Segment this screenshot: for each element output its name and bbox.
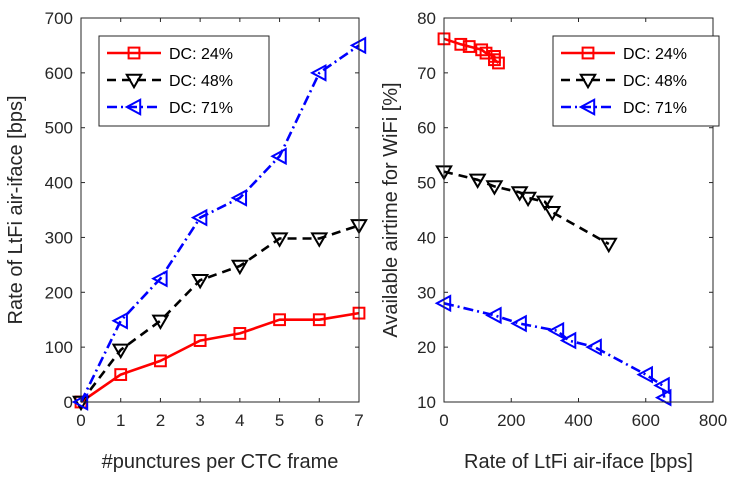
right-legend-label: DC: 48% <box>623 73 687 90</box>
left-ticks: 0 1 2 3 4 5 6 7 0 100 200 300 400 500 600 700 <box>45 9 364 430</box>
right-data-point <box>654 388 672 407</box>
left-data-point <box>190 208 208 227</box>
right-data-point <box>492 56 505 70</box>
right-y-axis-label: Available airtime for WiFi [%] <box>380 82 402 337</box>
right-x-tick-label: 0 <box>439 411 448 430</box>
left-legend: DC: 24% DC: 48% DC: 71% <box>98 35 270 127</box>
left-data-point <box>309 63 327 82</box>
right-legend: DC: 24% DC: 48% DC: 71% <box>552 35 720 127</box>
left-chart: 0 1 2 3 4 5 6 7 0 100 200 300 400 500 600 700 #puncture… <box>5 9 368 473</box>
left-data-point <box>193 334 207 347</box>
right-y-tick-label: 40 <box>417 228 436 247</box>
right-data-point <box>485 306 502 325</box>
left-series-layer <box>71 36 368 412</box>
right-legend-label: DC: 24% <box>623 46 687 63</box>
right-legend-marker <box>579 73 597 90</box>
left-data-point <box>310 232 329 248</box>
left-data-point <box>191 274 210 290</box>
right-data-point <box>636 365 653 384</box>
right-data-point <box>547 321 565 340</box>
right-data-point <box>468 173 487 190</box>
right-legend-label: DC: 71% <box>623 100 687 117</box>
left-legend-marker <box>125 73 143 90</box>
left-y-tick-label: 200 <box>45 283 73 302</box>
right-data-point <box>475 43 489 57</box>
left-data-point <box>151 269 168 288</box>
right-y-tick-label: 20 <box>417 338 436 357</box>
right-series-line <box>443 302 666 398</box>
right-x-tick-label: 200 <box>497 411 525 430</box>
left-data-point <box>114 368 128 381</box>
left-x-tick-label: 3 <box>195 411 204 430</box>
left-x-tick-label: 4 <box>235 411 244 430</box>
right-series-2 <box>434 294 672 407</box>
left-x-tick-label: 5 <box>275 411 284 430</box>
right-data-point <box>510 314 527 333</box>
right-data-point <box>479 46 493 60</box>
right-data-point <box>535 195 554 211</box>
right-data-point <box>653 376 670 395</box>
left-x-tick-label: 7 <box>354 411 363 430</box>
left-data-point <box>312 313 326 327</box>
left-data-point <box>273 313 286 327</box>
left-legend-marker <box>124 98 142 116</box>
left-data-point <box>111 311 128 330</box>
left-data-point <box>233 327 247 340</box>
right-series-layer <box>434 32 672 407</box>
left-y-tick-label: 500 <box>45 119 73 138</box>
left-legend-marker <box>127 46 141 60</box>
right-x-tick-label: 800 <box>699 411 727 430</box>
right-data-point <box>599 237 618 254</box>
right-data-point <box>462 40 476 53</box>
left-data-point <box>270 232 289 248</box>
right-chart: 0 200 400 600 800 10 20 30 40 50 60 70 80 Rate of Lt… <box>380 9 727 473</box>
left-x-tick-label: 2 <box>156 411 165 430</box>
right-series-0 <box>437 32 505 70</box>
left-data-point <box>151 314 170 331</box>
left-data-point <box>230 259 249 276</box>
right-legend-marker <box>578 98 596 116</box>
right-data-point <box>485 180 504 196</box>
left-y-tick-label: 400 <box>45 174 73 193</box>
right-y-tick-label: 50 <box>417 174 436 193</box>
right-data-point <box>488 53 501 67</box>
left-data-point <box>111 343 130 360</box>
left-x-tick-label: 0 <box>76 411 85 430</box>
left-data-point <box>154 354 167 368</box>
right-x-tick-label: 600 <box>632 411 660 430</box>
right-series-line <box>443 37 500 65</box>
right-data-point <box>454 37 468 51</box>
left-y-tick-label: 100 <box>45 338 73 357</box>
left-legend-label: DC: 48% <box>169 73 233 90</box>
left-x-tick-label: 6 <box>315 411 324 430</box>
left-legend-label: DC: 71% <box>169 100 233 117</box>
right-y-tick-label: 70 <box>417 64 436 83</box>
right-y-tick-label: 30 <box>417 283 436 302</box>
right-data-point <box>519 191 537 208</box>
left-y-axis-label: Rate of LtFi air-iface [bps] <box>5 96 27 325</box>
left-legend-label: DC: 24% <box>169 46 233 63</box>
right-series-1 <box>435 165 618 254</box>
right-x-axis-label: Rate of LtFi air-iface [bps] <box>464 451 693 473</box>
right-data-point <box>559 331 577 350</box>
left-x-tick-label: 1 <box>116 411 125 430</box>
right-x-tick-label: 400 <box>564 411 592 430</box>
left-data-point <box>230 189 248 207</box>
right-data-point <box>543 205 562 222</box>
left-series-line <box>80 311 360 404</box>
right-data-point <box>585 338 602 357</box>
left-axes-box <box>80 17 360 403</box>
left-data-point <box>270 147 287 166</box>
left-x-axis-label: #punctures per CTC frame <box>102 451 339 473</box>
left-y-tick-label: 0 <box>64 393 73 412</box>
left-y-tick-label: 600 <box>45 64 73 83</box>
right-legend-marker <box>581 46 595 60</box>
right-y-tick-label: 60 <box>417 119 436 138</box>
left-y-tick-label: 700 <box>45 9 73 28</box>
right-ticks: 0 200 400 600 800 10 20 30 40 50 60 70 80 <box>417 9 727 430</box>
right-y-tick-label: 80 <box>417 9 436 28</box>
left-y-tick-label: 300 <box>45 228 73 247</box>
right-y-tick-label: 10 <box>417 393 436 412</box>
